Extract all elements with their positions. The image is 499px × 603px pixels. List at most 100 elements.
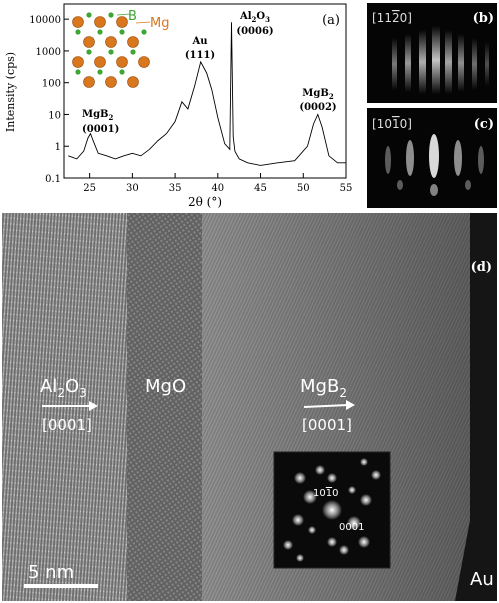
label-mgo: MgO — [145, 376, 186, 397]
x-tick-label: 45 — [254, 183, 267, 194]
plot-frame — [63, 3, 347, 179]
x-tick-label: 55 — [340, 183, 353, 194]
mg-atom — [105, 76, 117, 88]
fft-spot — [360, 494, 372, 506]
mg-atom — [83, 76, 95, 88]
fft-spot — [315, 465, 325, 475]
panel-c-rheed: [1010] (c) — [367, 108, 497, 208]
fft-spot-0001: 0001 — [339, 522, 364, 533]
panel-a-xrd: 10000 1000 100 10 1 0.1 25 30 35 40 45 50 55 Intens… — [4, 3, 352, 209]
peak-label-mgb2-0002: MgB2 (0002) — [299, 88, 336, 113]
panel-b-label: (b) — [473, 11, 494, 26]
b-atom — [119, 69, 125, 75]
mgb2-axis: [0001] — [302, 416, 352, 434]
svg-text:Au: Au — [191, 36, 207, 47]
peak-label-al2o3-0006: Al2O3 (0006) — [236, 11, 273, 37]
rheed-c-streaks — [385, 134, 484, 196]
y-tick-label: 1 — [55, 142, 61, 153]
mg-atom — [72, 16, 84, 28]
al2o3-axis: [0001] — [42, 416, 92, 434]
mg-atom — [72, 56, 84, 68]
b-atom — [75, 29, 81, 35]
mg-atom — [83, 36, 95, 48]
x-axis-label: 2θ (°) — [188, 195, 222, 209]
y-tick-label: 100 — [42, 79, 61, 90]
x-tick-label: 30 — [126, 183, 139, 194]
peak-label-au-111: Au (111) — [185, 36, 215, 61]
fft-spot — [303, 490, 317, 504]
peak-label-mgb2-0001: MgB2 (0001) — [82, 109, 119, 135]
fft-spot — [339, 545, 349, 555]
fft-spot — [348, 486, 356, 494]
label-al2o3: Al2O3 — [40, 376, 87, 400]
mg-atom — [116, 16, 128, 28]
boron-pointer — [116, 13, 131, 16]
magnesium-pointer — [135, 21, 151, 24]
fft-spot — [347, 516, 361, 530]
b-atom — [75, 69, 81, 75]
panel-b-rheed: [1120] (b) — [367, 3, 497, 103]
mg-atom — [116, 56, 128, 68]
al2o3-arrowhead — [89, 401, 98, 411]
magnesium-label: Mg — [150, 16, 169, 31]
panel-c-label: (c) — [474, 117, 494, 132]
panel-a-label: (a) — [322, 13, 340, 28]
b-atom — [86, 12, 92, 18]
fft-spot — [283, 540, 293, 550]
fft-inset: 1010 0001 — [273, 451, 391, 569]
svg-text:(0002): (0002) — [299, 102, 336, 113]
b-atom — [97, 69, 103, 75]
mg-atom — [138, 56, 150, 68]
y-axis-ticks: 10000 1000 100 10 1 0.1 — [29, 15, 69, 185]
label-mgb2: MgB2 — [300, 376, 347, 400]
fft-spot — [327, 473, 337, 483]
b-atom — [130, 49, 136, 55]
fft-spot — [327, 537, 337, 547]
fft-spot-1010: 1010 — [313, 488, 338, 499]
mg-atom — [94, 16, 106, 28]
mgb2-arrowhead — [346, 400, 355, 410]
svg-text:MgB2: MgB2 — [82, 109, 114, 122]
x-tick-label: 25 — [83, 183, 96, 194]
x-axis-ticks: 25 30 35 40 45 50 55 — [83, 173, 352, 194]
mgb2-arrow — [303, 404, 349, 408]
rheed-b-streaks — [392, 26, 489, 94]
y-tick-label: 10 — [48, 110, 61, 121]
boron-label: B — [128, 9, 137, 24]
rheed-b-direction: [1120] — [372, 11, 412, 25]
b-atom — [141, 29, 147, 35]
x-tick-label: 35 — [169, 183, 182, 194]
fft-spot — [294, 472, 306, 484]
fft-spot — [358, 536, 370, 548]
y-tick-label: 0.1 — [45, 174, 61, 185]
rheed-c-direction: [1010] — [372, 117, 412, 131]
hrtem-mgo-region — [127, 213, 202, 601]
x-tick-label: 40 — [211, 183, 224, 194]
svg-text:(0001): (0001) — [82, 124, 119, 135]
scale-bar-label: 5 nm — [28, 562, 74, 583]
fft-spot — [296, 554, 304, 562]
b-atom — [86, 49, 92, 55]
panel-d-label: (d) — [471, 260, 492, 275]
svg-text:(0006): (0006) — [236, 26, 273, 37]
b-atom — [119, 29, 125, 35]
panel-d-hrtem: (d) Al2O3 [0001] MgO MgB2 [0001] 1010 00… — [2, 213, 497, 601]
hrtem-au-region — [455, 213, 497, 601]
fft-spot — [371, 470, 381, 480]
x-tick-label: 50 — [297, 183, 310, 194]
fft-spot — [308, 526, 316, 534]
crystal-structure-inset: B Mg — [72, 9, 169, 88]
mg-atom — [127, 36, 139, 48]
fft-spot — [322, 500, 342, 520]
svg-text:(111): (111) — [185, 50, 215, 61]
y-axis-label: Intensity (cps) — [4, 52, 17, 132]
svg-text:MgB2: MgB2 — [302, 88, 334, 101]
mg-atom — [105, 36, 117, 48]
svg-text:Al2O3: Al2O3 — [239, 11, 270, 24]
b-atom — [97, 29, 103, 35]
y-tick-label: 1000 — [36, 47, 61, 58]
fft-spot — [360, 458, 368, 466]
xrd-intensity-line — [68, 22, 346, 166]
label-au: Au — [470, 569, 494, 590]
